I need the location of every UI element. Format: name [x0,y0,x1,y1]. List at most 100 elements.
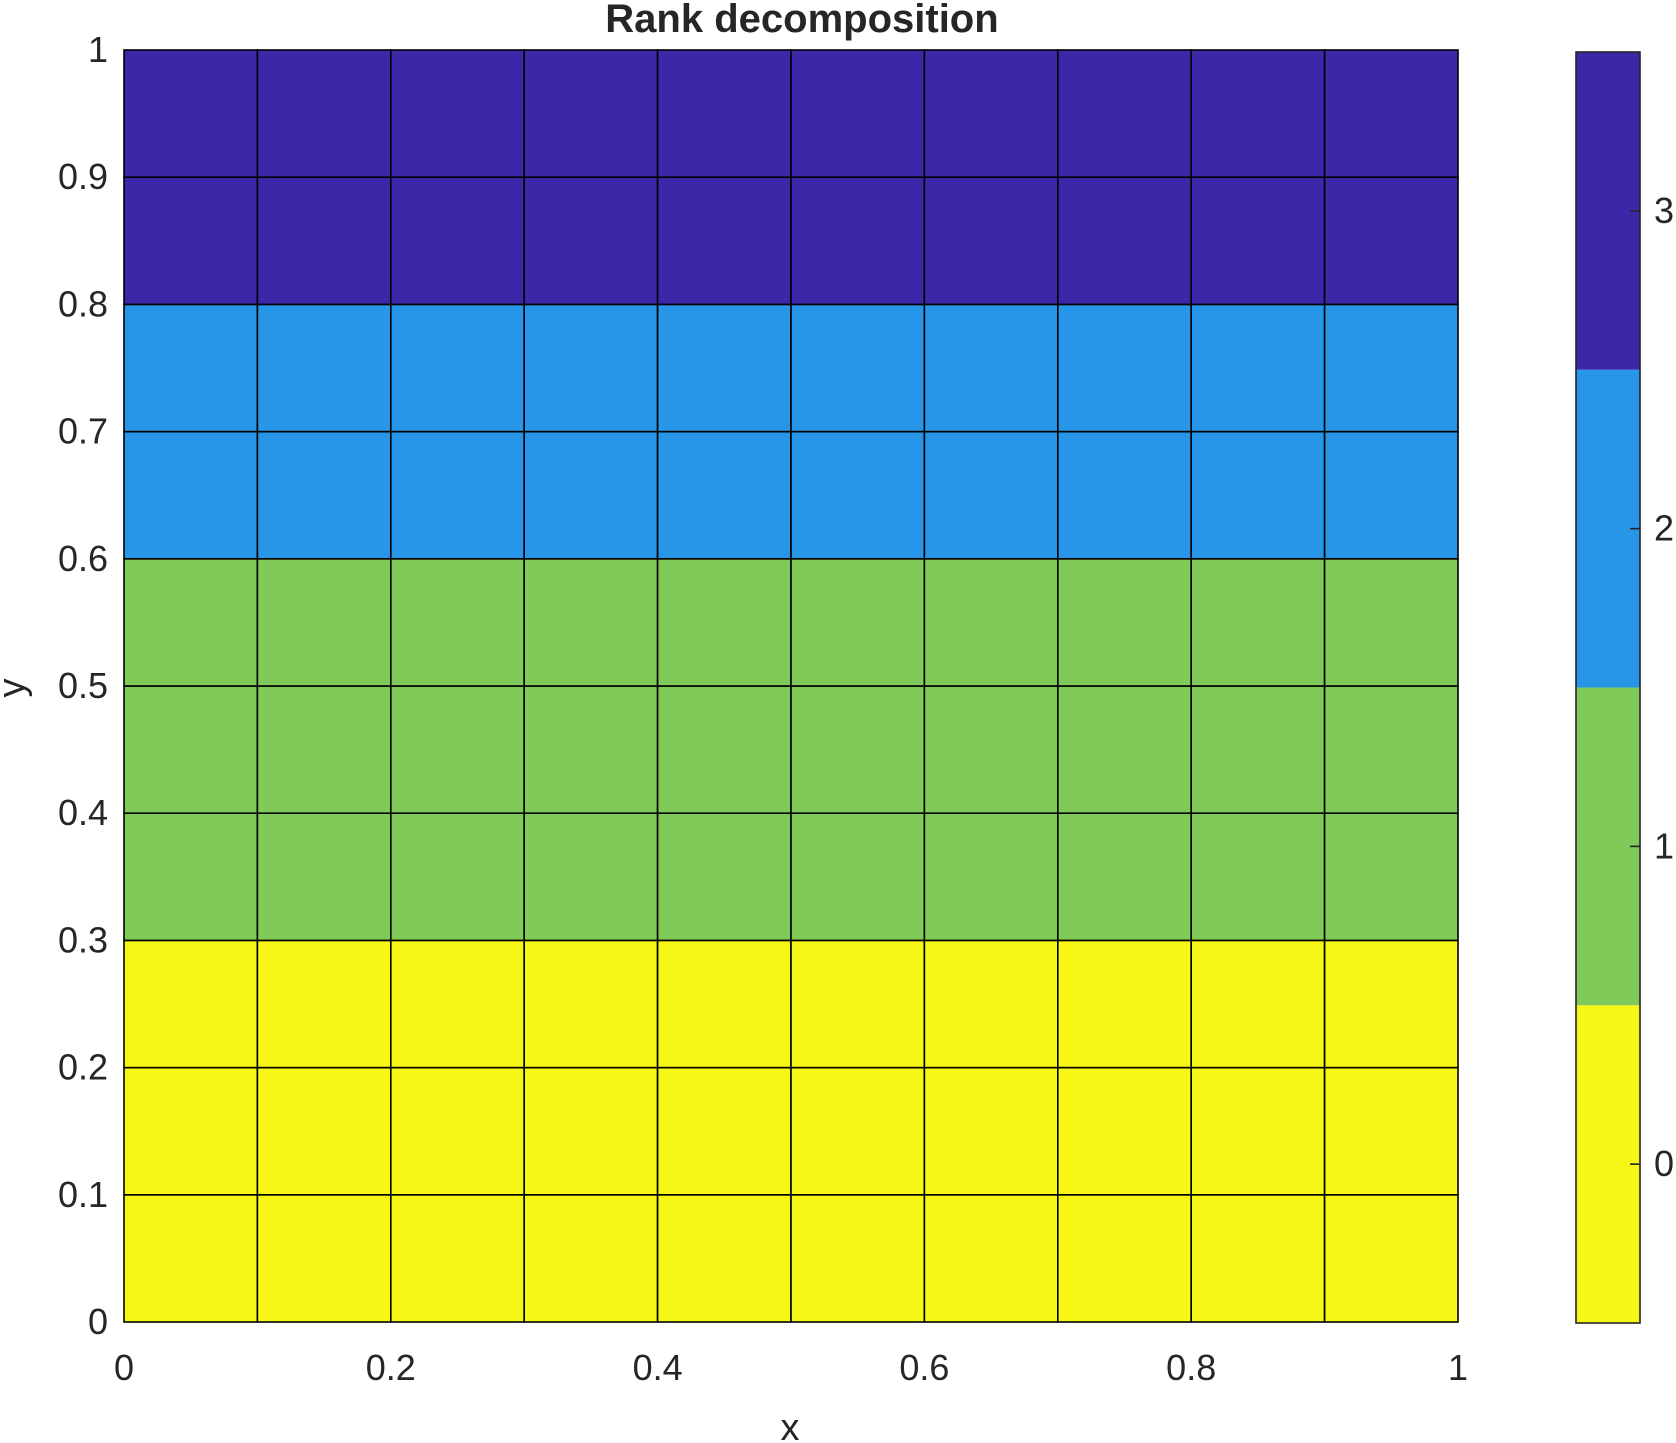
heatmap-cell [389,303,525,433]
heatmap-cell [389,939,525,1069]
x-tick-label: 0 [114,1347,134,1388]
heatmap-cell [923,812,1059,942]
y-axis-label: y [0,679,33,698]
heatmap-cell [523,1194,659,1323]
heatmap-cell [790,176,926,306]
heatmap-cell [923,685,1059,814]
heatmap-cell [1323,176,1459,306]
heatmap-cell [389,49,525,178]
heatmap-cell [1057,939,1193,1069]
heatmap-cell [389,430,525,560]
heatmap-cell [123,939,259,1069]
heatmap-cell [123,303,259,433]
y-tick-label: 0.5 [58,665,108,706]
colorbar-tick-label: 0 [1654,1143,1674,1184]
heatmap-cell [256,430,392,560]
x-tick-label: 0.8 [1166,1347,1216,1388]
axis-ticks: 0 0.2 0.4 0.6 0.8 1 0 0.1 0.2 0.3 0.4 0.5 0.6 0.7 0.8 0… [58,29,1468,1388]
heatmap-cell [523,557,659,687]
heatmap-cell [389,176,525,306]
colorbar-tick-label: 2 [1654,508,1674,549]
colorbar-segment [1576,52,1640,370]
heatmap-cell [523,1066,659,1196]
heatmap-cell [656,1066,792,1196]
heatmap-cell [1057,1066,1193,1196]
heatmap-cell [256,685,392,814]
colorbar-segment [1576,369,1640,688]
heatmap-cell [923,557,1059,687]
heatmap-cell [790,557,926,687]
heatmap-cell [1190,49,1326,178]
heatmap-cell [123,430,259,560]
heatmap-cell [1190,430,1326,560]
heatmap-cell [790,1066,926,1196]
heatmap-cell [656,557,792,687]
heatmap-cell [523,176,659,306]
heatmap-cell [256,939,392,1069]
heatmap-cell [389,1194,525,1323]
heatmap-cell [656,303,792,433]
heatmap-cell [1190,1066,1326,1196]
heatmap-cell [1057,49,1193,178]
heatmap-cell [1057,1194,1193,1323]
heatmap-cell [656,1194,792,1323]
heatmap-cell [256,812,392,942]
heatmap-cell [256,49,392,178]
heatmap-cell [1057,685,1193,814]
heatmap-cell [123,1194,259,1323]
heatmap-cell [389,812,525,942]
y-tick-label: 0 [88,1301,108,1342]
y-tick-label: 0.6 [58,538,108,579]
colorbar-tick-label: 1 [1654,825,1674,866]
heatmap-cell [1323,1066,1459,1196]
heatmap-cell [656,812,792,942]
heatmap-cell [123,1066,259,1196]
heatmap-cell [656,430,792,560]
heatmap-cell [923,1194,1059,1323]
heatmap-cell [1190,557,1326,687]
colorbar-segment [1576,1005,1640,1323]
heatmap-cell [923,303,1059,433]
heatmap-cell [790,812,926,942]
heatmap-cell [1323,49,1459,178]
heatmap-cell [123,557,259,687]
heatmap-cell [123,176,259,306]
heatmap-cell [256,176,392,306]
heatmap-cell [790,1194,926,1323]
heatmap-cell [256,1194,392,1323]
heatmap-cell [523,430,659,560]
heatmap-cell [523,303,659,433]
heatmap-cell [1323,430,1459,560]
heatmap-cell [123,685,259,814]
colorbar-segment [1576,687,1640,1006]
colorbar-frame [1575,51,1641,1324]
heatmap-cell [1190,303,1326,433]
heatmap-cell [790,430,926,560]
heatmap-cell [1057,812,1193,942]
heatmap-cell [523,812,659,942]
heatmap-cell [256,1066,392,1196]
y-tick-label: 0.8 [58,283,108,324]
heatmap-cell [1190,176,1326,306]
chart-title: Rank decomposition [605,0,998,41]
heatmap-cell [923,939,1059,1069]
heatmap-cell [656,49,792,178]
heatmap-cell [1323,685,1459,814]
heatmap-cell [656,685,792,814]
x-tick-label: 0.6 [899,1347,949,1388]
heatmap-cell [256,303,392,433]
heatmap-cell [123,49,259,178]
y-tick-label: 0.4 [58,792,108,833]
heatmap-cell [1323,557,1459,687]
heatmap-cell [123,812,259,942]
heatmap-cell [1057,176,1193,306]
heatmap-cell [1190,685,1326,814]
heatmap-cell [1323,812,1459,942]
heatmap-cell [1190,812,1326,942]
heatmap-cell [256,557,392,687]
heatmap-cell [1057,557,1193,687]
heatmap-cell [656,176,792,306]
colorbar: 0 1 2 3 [1575,51,1674,1324]
heatmap-cell [389,1066,525,1196]
